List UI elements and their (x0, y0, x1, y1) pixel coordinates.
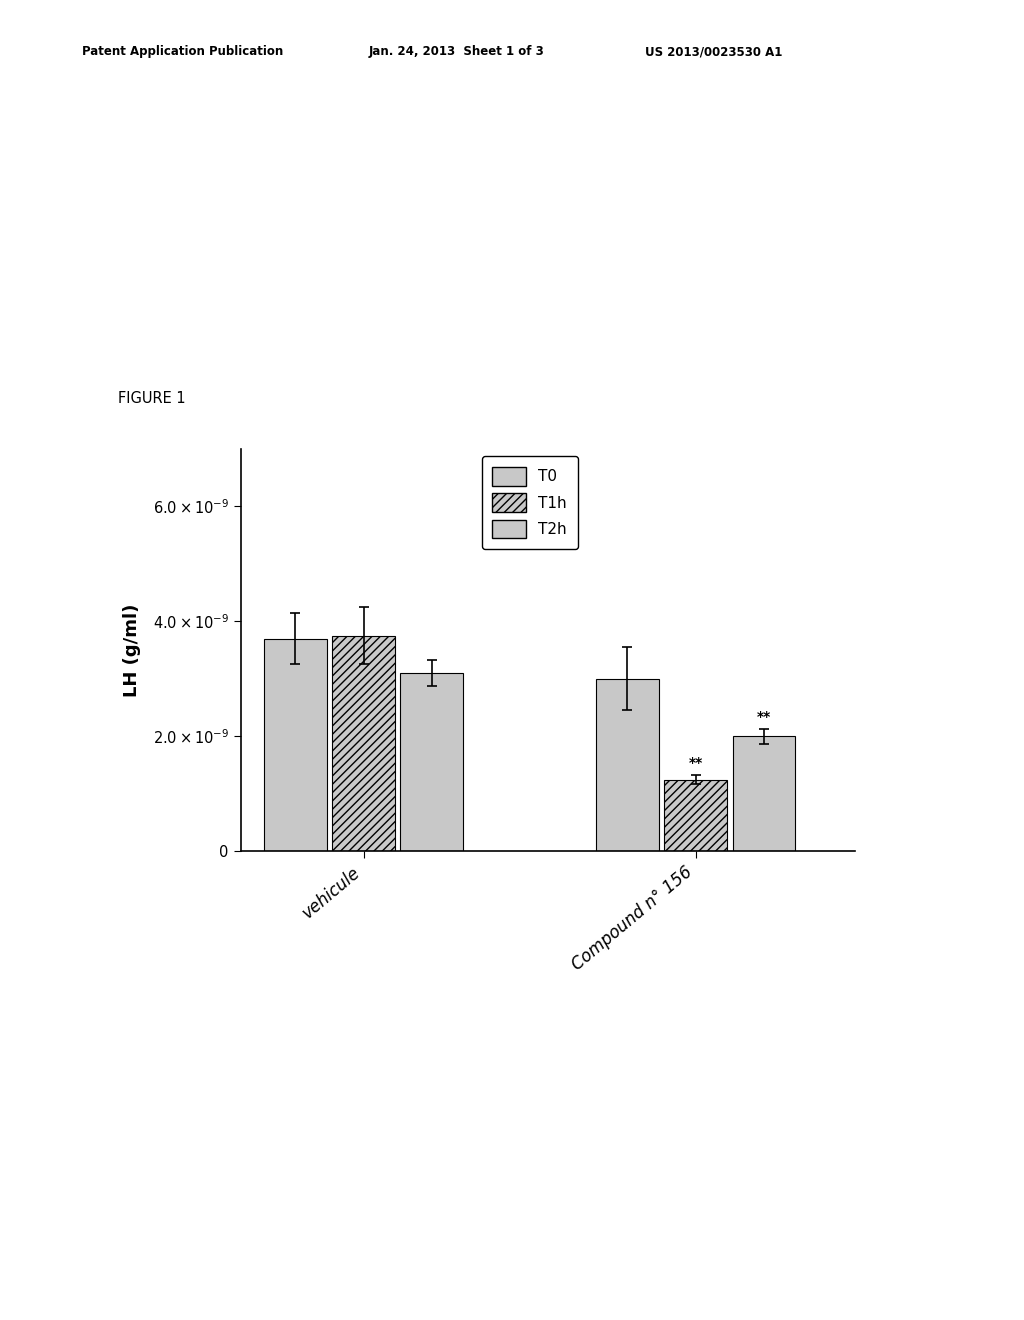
Legend: T0, T1h, T2h: T0, T1h, T2h (481, 457, 578, 549)
Text: FIGURE 1: FIGURE 1 (118, 391, 185, 405)
Text: Jan. 24, 2013  Sheet 1 of 3: Jan. 24, 2013 Sheet 1 of 3 (369, 45, 545, 58)
Bar (400, 673, 463, 851)
Bar (596, 678, 658, 851)
Bar (665, 780, 727, 851)
Text: Patent Application Publication: Patent Application Publication (82, 45, 284, 58)
Y-axis label: LH (g/ml): LH (g/ml) (124, 603, 141, 697)
Text: **: ** (688, 756, 702, 771)
Bar (732, 737, 796, 851)
Text: **: ** (757, 710, 771, 725)
Bar (332, 636, 395, 851)
Text: US 2013/0023530 A1: US 2013/0023530 A1 (645, 45, 782, 58)
Bar (264, 639, 327, 851)
